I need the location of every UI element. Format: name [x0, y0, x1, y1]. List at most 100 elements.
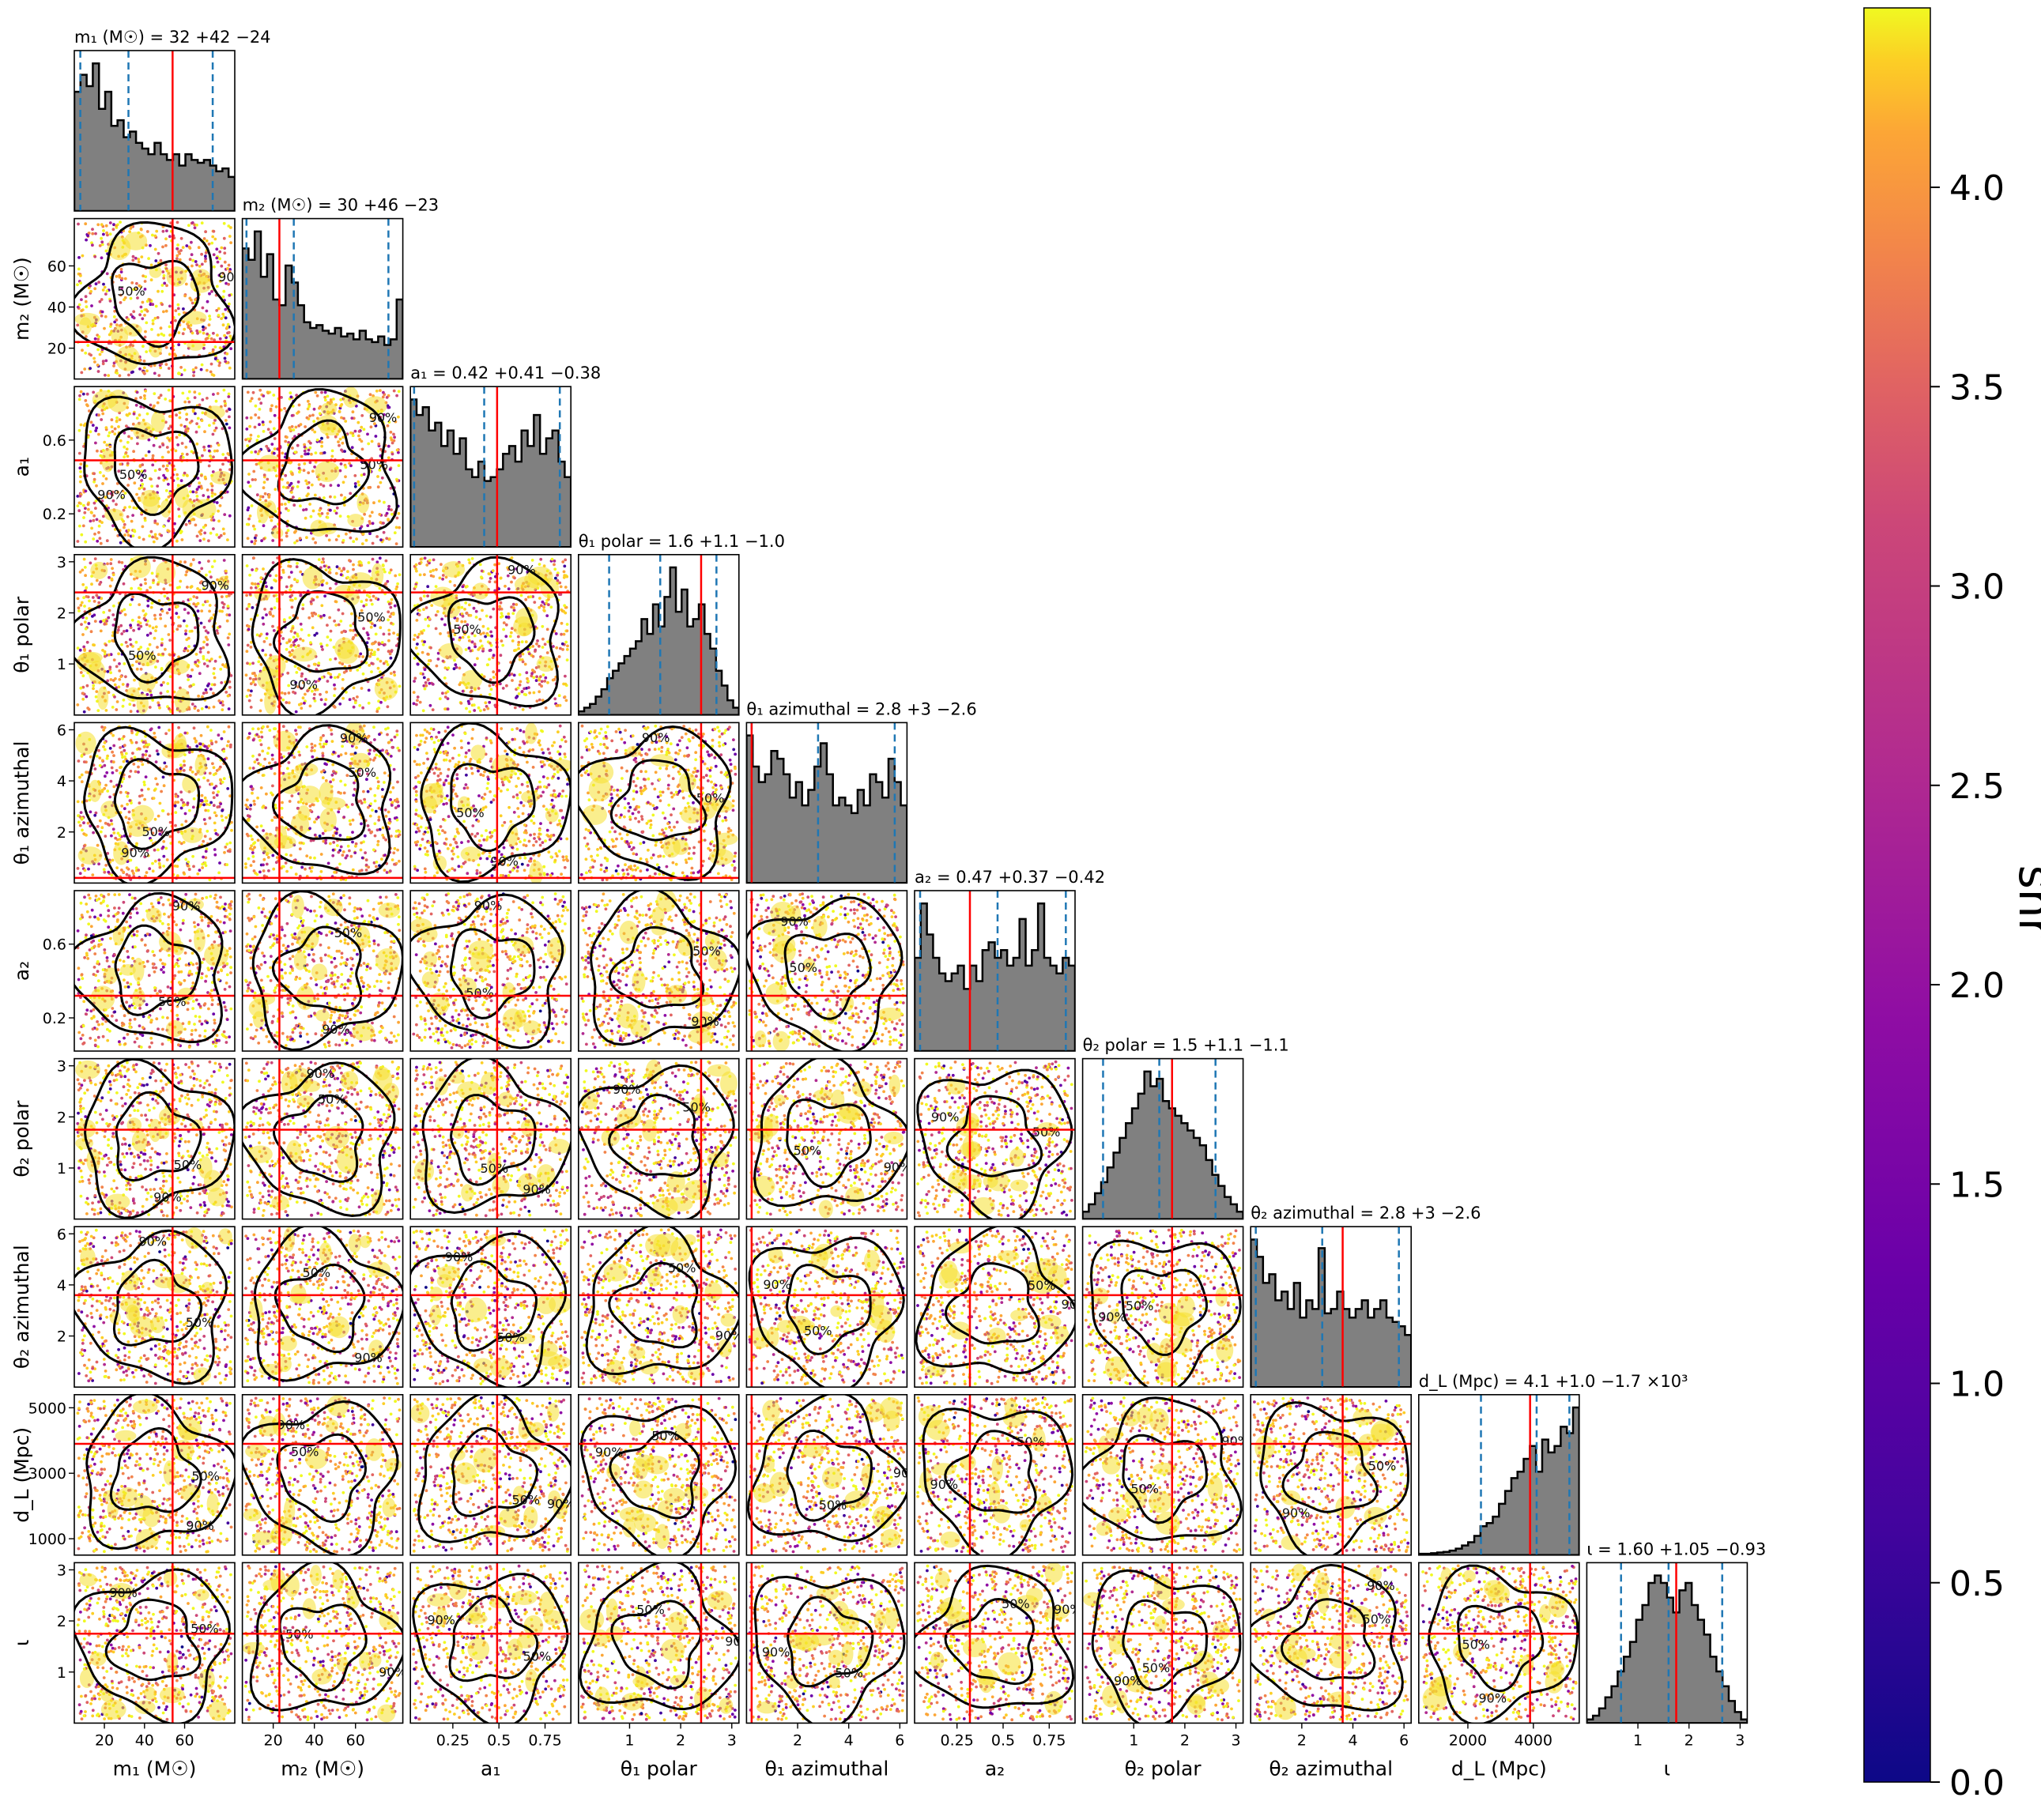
sample-point: [109, 322, 113, 326]
sample-point: [108, 795, 112, 799]
sample-point: [213, 560, 217, 563]
sample-point: [269, 642, 272, 646]
sample-point: [216, 260, 220, 264]
sample-point: [98, 537, 102, 541]
sample-point: [97, 432, 100, 436]
sample-point: [328, 586, 332, 590]
sample-point: [108, 665, 112, 669]
sample-point: [541, 646, 545, 649]
sample-point: [182, 769, 186, 772]
sample-point: [207, 560, 210, 563]
sample-point: [194, 430, 198, 434]
sample-point: [115, 318, 119, 322]
sample-point: [131, 254, 135, 258]
histogram-m1: m₁ (M☉) = 32 +42 −24: [74, 28, 271, 212]
sample-point: [76, 800, 80, 804]
high-snr-cluster: [439, 642, 463, 660]
sample-point: [154, 304, 158, 308]
sample-point: [200, 707, 204, 710]
sample-point: [96, 825, 100, 828]
sample-point: [207, 464, 211, 468]
sample-point: [145, 369, 149, 373]
sample-point: [263, 608, 266, 611]
sample-point: [473, 642, 477, 646]
sample-point: [414, 585, 417, 589]
panel-frame: [74, 553, 236, 716]
sample-point: [108, 639, 111, 643]
sample-point: [78, 494, 82, 498]
sample-point: [312, 696, 316, 700]
sample-point: [95, 754, 99, 758]
sample-point: [320, 440, 323, 444]
sample-point: [161, 846, 165, 849]
sample-point: [502, 621, 506, 624]
sample-point: [107, 374, 111, 377]
sample-point: [141, 473, 145, 477]
sample-point: [139, 405, 143, 409]
sample-point: [115, 708, 119, 711]
sample-point: [195, 744, 199, 748]
sample-point: [192, 595, 196, 598]
sample-point: [80, 371, 84, 375]
sample-point: [477, 706, 481, 710]
sample-point: [360, 414, 364, 417]
sample-point: [338, 437, 342, 441]
sample-point: [185, 473, 189, 477]
sample-point: [119, 301, 123, 304]
sample-point: [353, 429, 357, 433]
sample-point: [210, 565, 214, 568]
sample-point: [312, 407, 316, 411]
sample-point: [125, 447, 129, 451]
sample-point: [157, 701, 160, 705]
sample-point: [270, 518, 274, 522]
sample-point: [198, 330, 202, 333]
sample-point: [298, 470, 301, 474]
sample-point: [160, 668, 164, 672]
sample-point: [206, 300, 209, 303]
sample-point: [296, 685, 300, 688]
sample-point: [115, 866, 119, 869]
sample-point: [446, 707, 450, 711]
sample-point: [330, 728, 333, 732]
sample-point: [103, 326, 106, 330]
sample-point: [174, 801, 178, 804]
sample-point: [530, 669, 534, 672]
sample-point: [85, 833, 88, 837]
sample-point: [129, 858, 133, 862]
sample-point: [80, 773, 84, 777]
sample-point: [262, 486, 266, 490]
sample-point: [432, 558, 436, 562]
sample-point: [297, 403, 301, 407]
sample-point: [265, 444, 269, 448]
sample-point: [315, 438, 319, 442]
sample-point: [310, 483, 314, 487]
sample-point: [112, 223, 115, 227]
sample-point: [119, 746, 123, 749]
sample-point: [558, 703, 562, 707]
sample-point: [159, 613, 162, 616]
sample-point: [88, 599, 91, 603]
sample-point: [165, 284, 168, 288]
sample-point: [264, 806, 267, 809]
sample-point: [262, 640, 266, 643]
histogram-bars: [242, 230, 403, 379]
sample-point: [139, 396, 142, 399]
sample-point: [176, 243, 180, 247]
sample-point: [113, 427, 117, 431]
high-snr-cluster: [210, 470, 232, 484]
sample-point: [130, 663, 134, 667]
sample-point: [119, 439, 123, 443]
sample-point: [157, 599, 161, 602]
sample-point: [510, 627, 514, 631]
sample-point: [563, 564, 567, 568]
sample-point: [228, 794, 232, 798]
sample-point: [358, 438, 362, 441]
sample-point: [97, 862, 100, 866]
sample-point: [105, 289, 109, 293]
sample-point: [194, 772, 198, 776]
sample-point: [325, 643, 329, 647]
sample-point: [226, 605, 230, 608]
sample-point: [364, 598, 368, 602]
y-tick-label: 0.2: [43, 506, 66, 523]
sample-point: [79, 671, 83, 674]
